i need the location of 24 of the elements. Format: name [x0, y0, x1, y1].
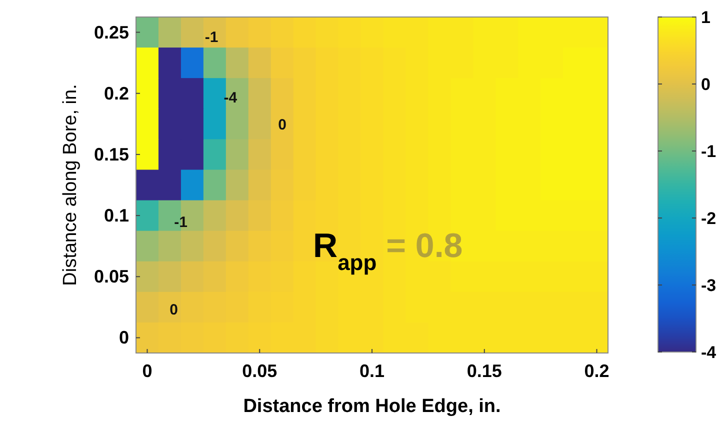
color-bar-label: -4 — [701, 343, 717, 362]
annotation: R$_{app}$ = 0.8 — [313, 227, 463, 275]
x-tick-label: 0 — [142, 361, 152, 381]
y-tick-label: 0 — [118, 328, 129, 348]
y-tick-label: 0.05 — [94, 266, 129, 287]
annotation: -1 — [174, 214, 188, 231]
color-bar-label: 0 — [701, 75, 710, 94]
x-axis-title: Distance from Hole Edge, in. — [243, 396, 501, 417]
color-bar-label: -3 — [701, 276, 716, 295]
x-tick-label: 0.15 — [466, 361, 502, 381]
annotation: -1 — [204, 29, 218, 46]
y-tick-label: 0.15 — [94, 144, 129, 164]
annotation: 0 — [278, 116, 286, 134]
y-axis-title: Distance along Bore, in. — [60, 84, 81, 286]
x-tick-label: 0.05 — [242, 361, 278, 381]
annotation: 0 — [170, 301, 178, 318]
y-tick-label: 0.25 — [94, 22, 129, 42]
x-tick-label: 0.1 — [359, 361, 385, 381]
color-bar-label: 1 — [701, 8, 710, 27]
color-bar-label: -2 — [701, 209, 716, 228]
color-bar-label: -1 — [701, 142, 716, 161]
y-tick-label: 0.2 — [104, 83, 129, 104]
y-tick-label: 0.1 — [104, 206, 129, 226]
x-tick-label: 0.2 — [584, 361, 610, 381]
